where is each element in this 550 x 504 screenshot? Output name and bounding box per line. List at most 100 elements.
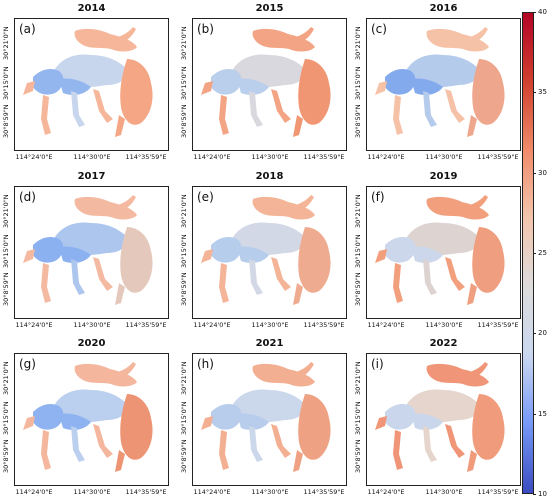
x-tick-label: 114°30'0"E (251, 488, 289, 496)
y-tick-label: 30°8'59"N (180, 104, 188, 138)
map-frame: (e) (192, 186, 347, 319)
map-frame: (h) (192, 353, 347, 486)
map-panel: 2020 (g) 30°21'0"N 30°15'0"N 30°8'59"N 114°2… (2, 338, 169, 496)
x-tick-label: 114°24'0"E (367, 321, 405, 329)
y-tick-label: 30°21'0"N (180, 26, 188, 60)
x-tick-label: 114°24'0"E (15, 153, 53, 161)
colorbar-tick-mark (533, 253, 536, 254)
lake-map (23, 195, 153, 305)
x-tick-label: 114°30'0"E (73, 153, 111, 161)
map-panel: 2019 (f) 30°21'0"N 30°15'0"N 30°8'59"N 114°2… (354, 171, 521, 329)
map-frame: (d) (14, 186, 169, 319)
y-tick-label: 30°15'0"N (2, 66, 10, 100)
y-tick-label: 30°15'0"N (180, 66, 188, 100)
y-tick-label: 30°21'0"N (354, 26, 362, 60)
x-tick-label: 114°24'0"E (193, 153, 231, 161)
colorbar-tick-mark (533, 494, 536, 495)
colorbar-tick-label: 35 (538, 88, 547, 97)
colorbar-tick-label: 25 (538, 249, 547, 257)
lake-map (201, 195, 331, 305)
map-frame: (c) (366, 18, 521, 151)
panel-year-title: 2022 (429, 338, 458, 349)
lake-map (375, 195, 505, 305)
panel-label: (h) (197, 357, 214, 371)
panel-label: (c) (371, 22, 387, 36)
x-tick-label: 114°35'59"E (477, 321, 519, 329)
map-panel: 2017 (d) 30°21'0"N 30°15'0"N 30°8'59"N 114°2… (2, 171, 169, 329)
map-frame: (a) (14, 18, 169, 151)
panel-year-title: 2015 (255, 3, 284, 14)
y-tick-label: 30°21'0"N (354, 361, 362, 395)
x-tick-label: 114°30'0"E (251, 153, 289, 161)
y-tick-label: 30°8'59"N (180, 439, 188, 473)
lake-map (23, 362, 153, 472)
panel-label: (d) (19, 190, 36, 204)
colorbar-tick-mark (533, 413, 536, 415)
y-tick-label: 30°8'59"N (354, 439, 362, 473)
map-panel: 2021 (h) 30°21'0"N 30°15'0"N 30°8'59"N 114°2… (180, 338, 347, 496)
y-tick-label: 30°8'59"N (354, 104, 362, 138)
x-tick-label: 114°35'59"E (125, 488, 167, 496)
map-panel: 2022 (i) 30°21'0"N 30°15'0"N 30°8'59"N 114°2… (354, 338, 521, 496)
x-tick-label: 114°30'0"E (73, 488, 111, 496)
map-frame: (g) (14, 353, 169, 486)
y-tick-label: 30°8'59"N (2, 272, 10, 306)
x-tick-label: 114°30'0"E (251, 321, 289, 329)
panel-year-title: 2014 (77, 3, 106, 14)
panel-label: (f) (371, 190, 385, 204)
colorbar-tick-label: 15 (538, 409, 547, 418)
y-tick-label: 30°8'59"N (2, 439, 10, 473)
y-tick-label: 30°21'0"N (180, 194, 188, 228)
lake-map (23, 27, 153, 137)
lake-map (201, 362, 331, 472)
lake-map (375, 27, 505, 137)
x-tick-label: 114°35'59"E (477, 153, 519, 161)
x-tick-label: 114°24'0"E (193, 488, 231, 496)
panel-year-title: 2019 (429, 171, 458, 182)
colorbar-tick-label: 30 (538, 168, 547, 177)
colorbar-tick-mark (533, 172, 536, 174)
x-tick-label: 114°35'59"E (303, 488, 345, 496)
y-tick-label: 30°8'59"N (354, 272, 362, 306)
colorbar-tick-label: 10 (538, 490, 547, 498)
y-tick-label: 30°15'0"N (354, 66, 362, 100)
y-tick-label: 30°15'0"N (180, 401, 188, 435)
x-tick-label: 114°30'0"E (73, 321, 111, 329)
y-tick-label: 30°15'0"N (354, 234, 362, 268)
lake-map (375, 362, 505, 472)
map-frame: (f) (366, 186, 521, 319)
x-tick-label: 114°24'0"E (15, 488, 53, 496)
panel-label: (i) (371, 357, 384, 371)
y-tick-label: 30°15'0"N (2, 401, 10, 435)
map-frame: (i) (366, 353, 521, 486)
x-tick-label: 114°35'59"E (303, 321, 345, 329)
colorbar-tick-label: 20 (538, 329, 547, 338)
x-tick-label: 114°30'0"E (425, 153, 463, 161)
panel-year-title: 2021 (255, 338, 284, 349)
panel-year-title: 2020 (77, 338, 106, 349)
x-tick-label: 114°24'0"E (367, 153, 405, 161)
y-tick-label: 30°21'0"N (354, 194, 362, 228)
panel-year-title: 2016 (429, 3, 458, 14)
panel-year-title: 2018 (255, 171, 284, 182)
panel-year-title: 2017 (77, 171, 106, 182)
y-tick-label: 30°8'59"N (180, 272, 188, 306)
colorbar-tick-label: 40 (538, 8, 547, 16)
colorbar-tick-mark (533, 333, 536, 335)
x-tick-label: 114°30'0"E (425, 488, 463, 496)
x-tick-label: 114°24'0"E (15, 321, 53, 329)
lake-map (201, 27, 331, 137)
x-tick-label: 114°24'0"E (193, 321, 231, 329)
panel-label: (e) (197, 190, 214, 204)
colorbar-tick-mark (533, 12, 536, 13)
x-tick-label: 114°35'59"E (125, 153, 167, 161)
x-tick-label: 114°30'0"E (425, 321, 463, 329)
y-tick-label: 30°15'0"N (180, 234, 188, 268)
x-tick-label: 114°35'59"E (125, 321, 167, 329)
y-tick-label: 30°15'0"N (2, 234, 10, 268)
panel-label: (g) (19, 357, 36, 371)
y-tick-label: 30°8'59"N (2, 104, 10, 138)
panel-label: (a) (19, 22, 36, 36)
map-panel: 2015 (b) 30°21'0"N 30°15'0"N 30°8'59"N 114°2… (180, 3, 347, 161)
map-frame: (b) (192, 18, 347, 151)
